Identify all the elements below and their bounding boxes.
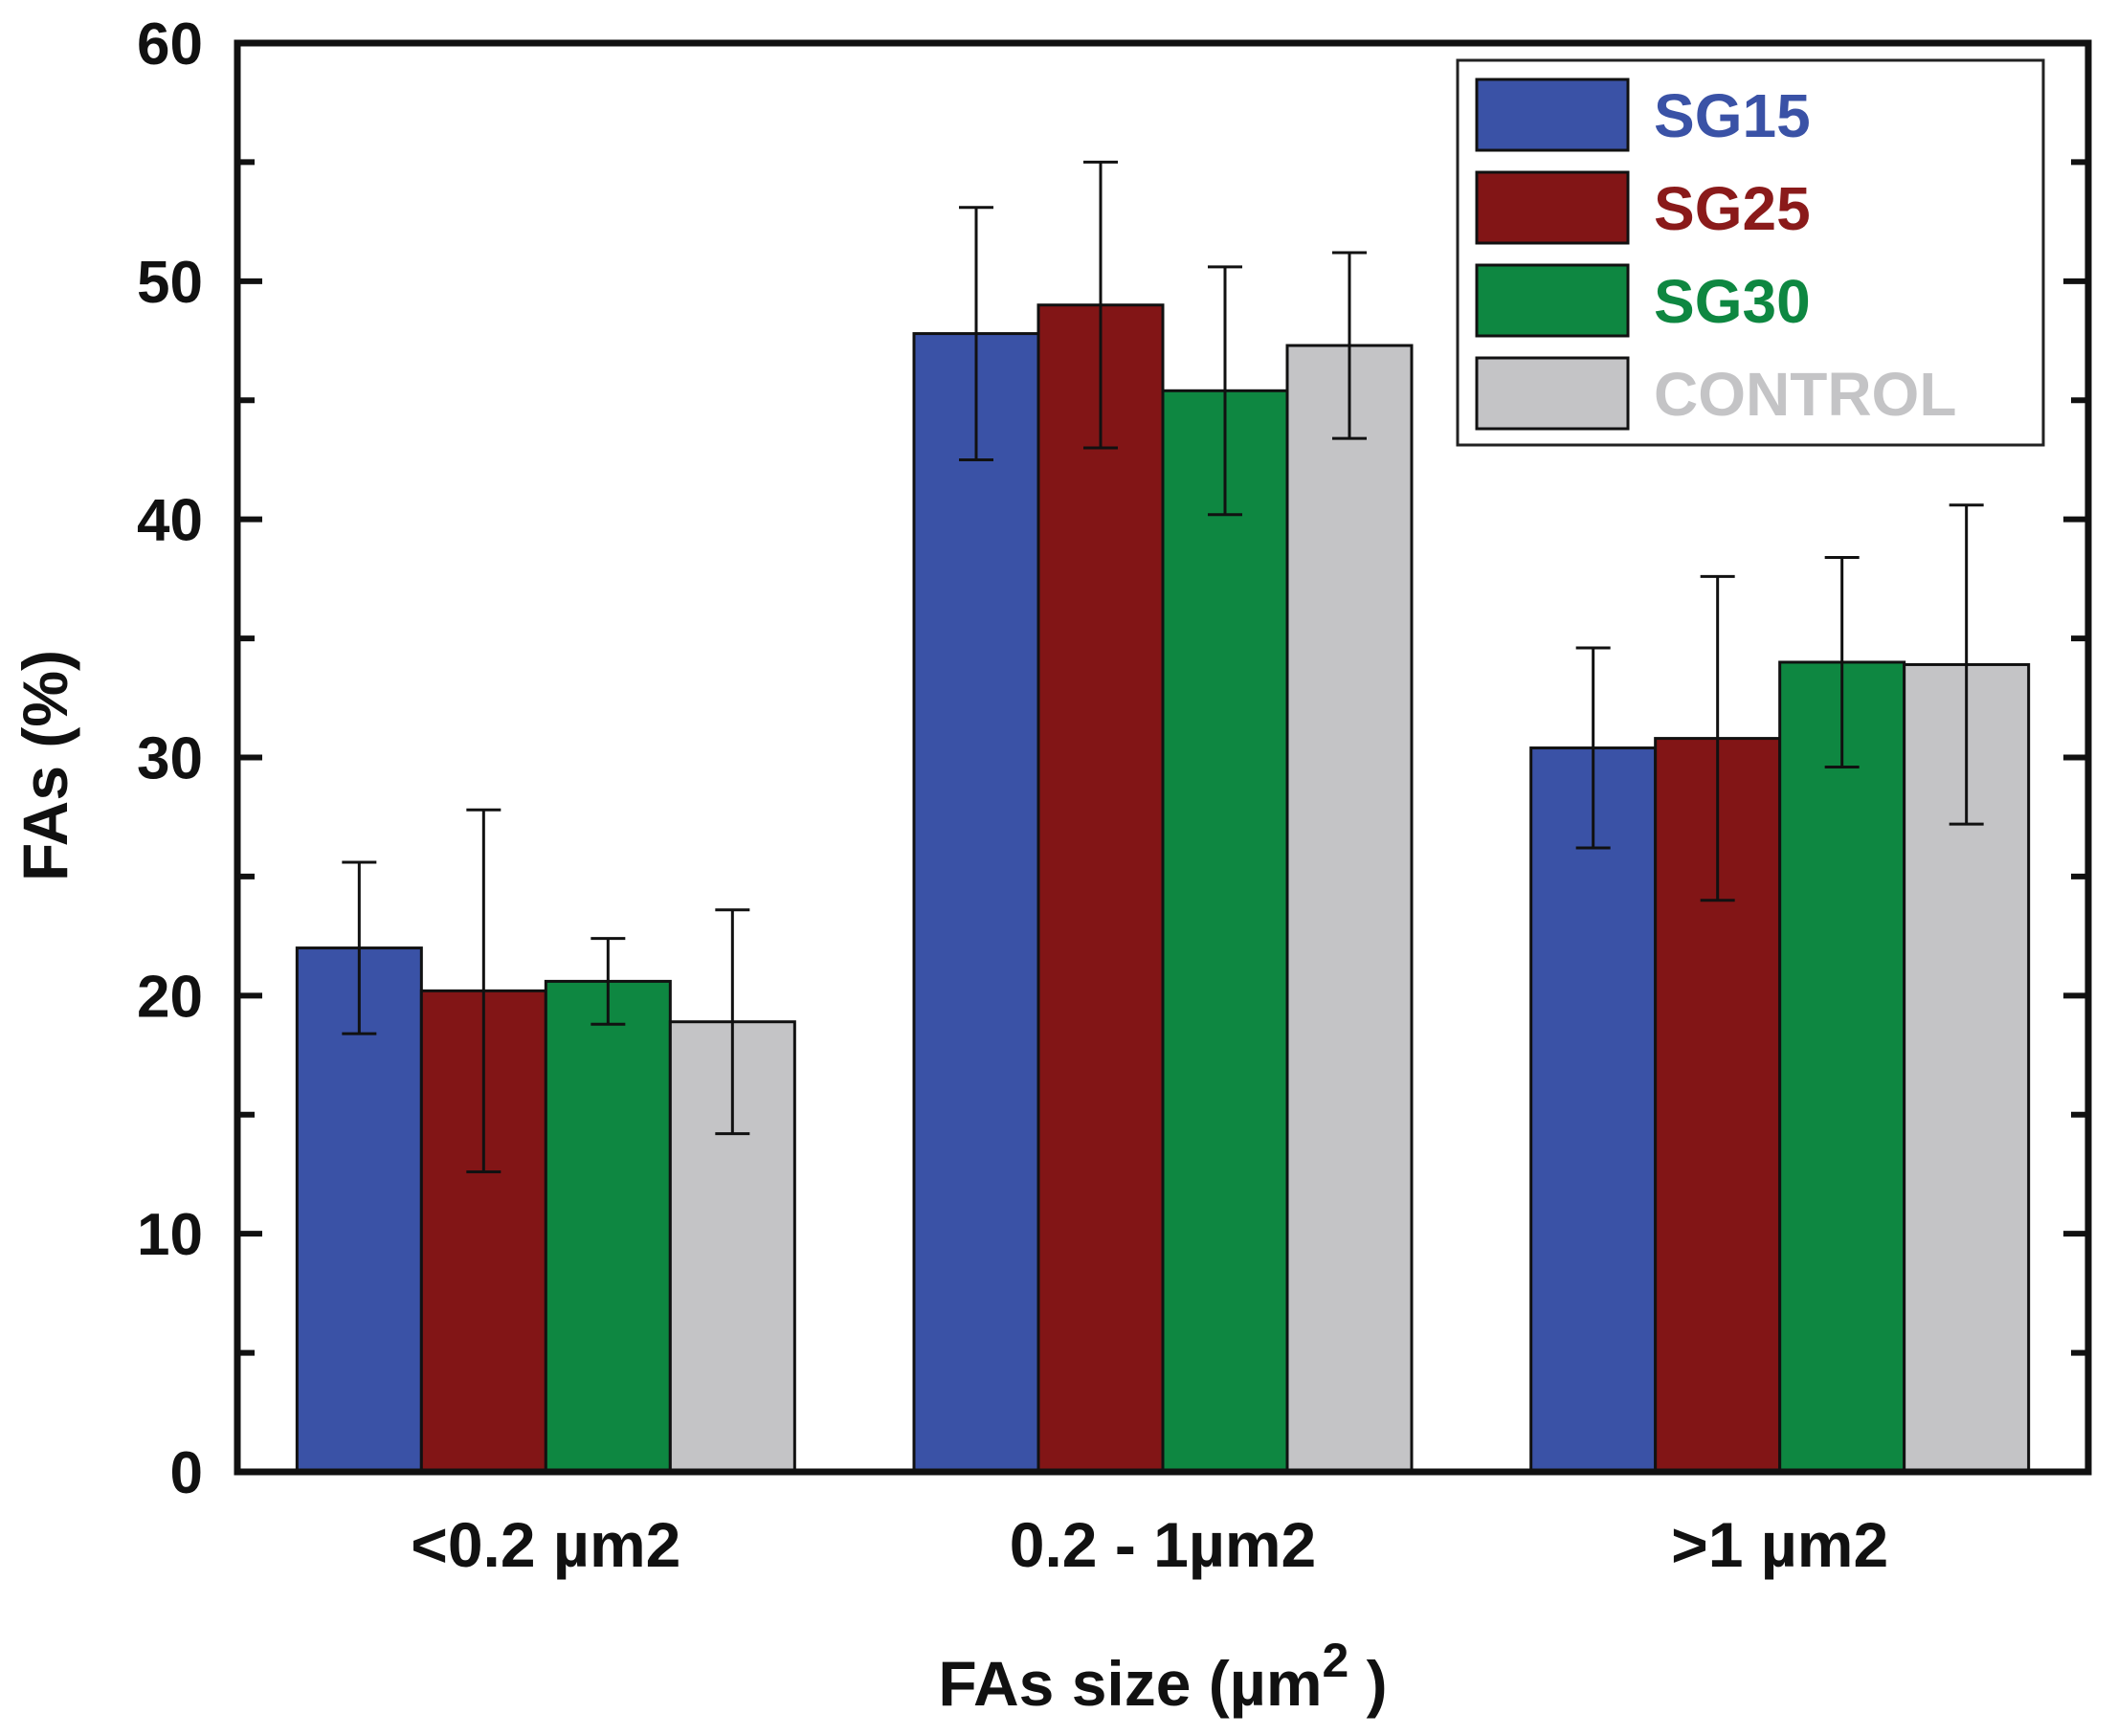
legend-label-sg15: SG15 bbox=[1654, 81, 1811, 150]
bar-sg25-1 bbox=[1036, 303, 1165, 1474]
y-tick-label: 20 bbox=[137, 964, 203, 1030]
bars-layer bbox=[295, 303, 2031, 1474]
legend-swatch-sg25 bbox=[1475, 170, 1630, 245]
legend-swatch-sg15 bbox=[1475, 78, 1630, 152]
y-axis-title: FAs (%) bbox=[10, 650, 80, 881]
legend-swatch-sg30 bbox=[1475, 263, 1630, 338]
y-tick-label: 30 bbox=[137, 726, 203, 792]
bar-sg30-0 bbox=[544, 979, 672, 1474]
error-bars-layer bbox=[342, 160, 1984, 1173]
bar-sg30-1 bbox=[1161, 389, 1289, 1474]
x-axis-title: FAs size (µm2 ) bbox=[938, 1634, 1387, 1719]
bar-sg15-0 bbox=[295, 946, 423, 1474]
bar-sg15-2 bbox=[1529, 746, 1658, 1474]
y-tick-labels: 0 10 20 30 40 50 60 bbox=[137, 11, 203, 1506]
y-tick-label: 10 bbox=[137, 1202, 203, 1268]
legend-swatch-control bbox=[1475, 356, 1630, 431]
y-tick-label: 0 bbox=[170, 1440, 203, 1506]
bar-sg30-2 bbox=[1778, 660, 1906, 1474]
x-category-label: 0.2 - 1µm2 bbox=[1010, 1509, 1317, 1580]
x-category-labels: <0.2 µm2 0.2 - 1µm2 >1 µm2 bbox=[411, 1509, 1888, 1580]
x-axis-title-superscript: 2 bbox=[1323, 1634, 1349, 1687]
y-tick-label: 40 bbox=[137, 488, 203, 554]
y-tick-label: 50 bbox=[137, 250, 203, 316]
x-axis-title-text: FAs size (µm bbox=[938, 1648, 1322, 1719]
x-axis-title-close: ) bbox=[1348, 1648, 1387, 1719]
legend-label-control: CONTROL bbox=[1654, 360, 1956, 429]
y-tick-label: 60 bbox=[137, 11, 203, 78]
legend: SG15 SG25 SG30 CONTROL bbox=[1456, 58, 2045, 447]
x-category-label: >1 µm2 bbox=[1671, 1509, 1888, 1580]
bar-sg15-1 bbox=[912, 332, 1040, 1474]
legend-label-sg30: SG30 bbox=[1654, 267, 1811, 336]
ticks-layer bbox=[237, 40, 2088, 1475]
legend-label-sg25: SG25 bbox=[1654, 174, 1811, 243]
x-category-label: <0.2 µm2 bbox=[411, 1509, 680, 1580]
bar-control-1 bbox=[1285, 344, 1414, 1474]
legend-items: SG15 SG25 SG30 CONTROL bbox=[1475, 78, 1956, 431]
